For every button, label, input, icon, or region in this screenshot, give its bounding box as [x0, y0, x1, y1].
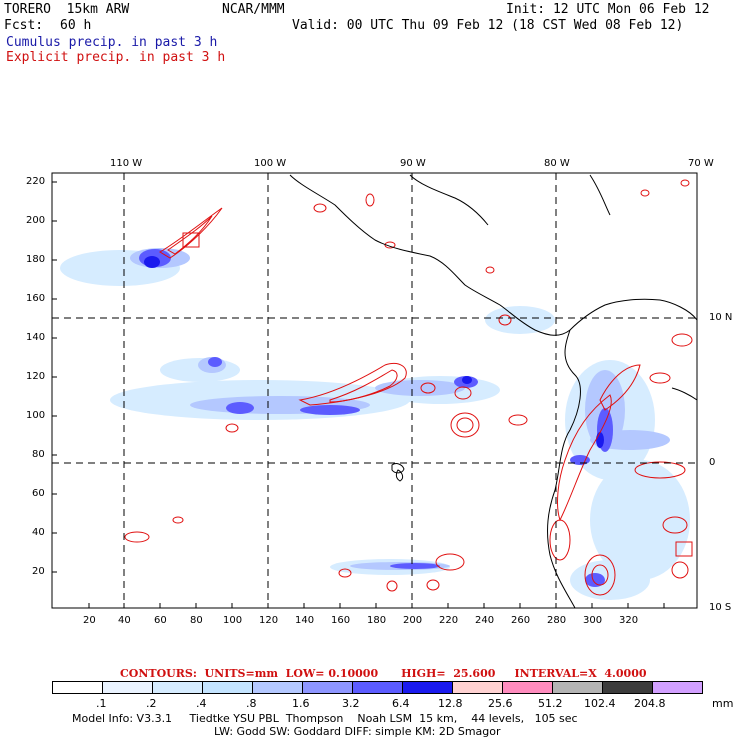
colorbar-swatch [602, 681, 653, 694]
lat-label: 10 S [709, 602, 732, 613]
colorbar-swatch [452, 681, 503, 694]
y-tick-label: 180 [26, 254, 46, 265]
precip-field [52, 173, 697, 608]
colorbar-swatch [252, 681, 303, 694]
colorbar-label: 12.8 [438, 697, 463, 710]
y-tick-label: 200 [26, 215, 46, 226]
y-tick-label: 160 [26, 293, 46, 304]
x-tick-label: 140 [295, 615, 315, 626]
colorbar-label: 25.6 [488, 697, 513, 710]
colorbar-swatch [152, 681, 203, 694]
x-tick-label: 80 [190, 615, 203, 626]
y-tick-label: 220 [26, 176, 46, 187]
explicit-precip-contours [124, 179, 693, 596]
colorbar-label: 1.6 [292, 697, 310, 710]
colorbar-label: .4 [196, 697, 207, 710]
colorbar-swatch [652, 681, 703, 694]
lon-label: 100 W [254, 158, 287, 169]
colorbar-label: 204.8 [634, 697, 666, 710]
intense-precip-areas [144, 256, 604, 448]
colorbar-swatch [302, 681, 353, 694]
y-tick-label: 60 [32, 488, 45, 499]
model-title: TORERO 15km ARW [4, 2, 130, 17]
colorbar-label: 102.4 [584, 697, 616, 710]
y-tick-label: 40 [32, 527, 45, 538]
y-tick-label: 140 [26, 332, 46, 343]
colorbar-label: 3.2 [342, 697, 360, 710]
lon-label: 70 W [688, 158, 714, 169]
colorbar-label: .2 [146, 697, 157, 710]
colorbar-label: 51.2 [538, 697, 563, 710]
valid-time: Valid: 00 UTC Thu 09 Feb 12 (18 CST Wed … [292, 18, 684, 33]
colorbar-swatch [202, 681, 253, 694]
model-info-line1: Model Info: V3.3.1 Tiedtke YSU PBL Thomp… [72, 712, 578, 725]
colorbar-swatch [102, 681, 153, 694]
colorbar-swatch [402, 681, 453, 694]
tick-marks [52, 181, 665, 608]
contours-info: CONTOURS: UNITS=mm LOW= 0.10000 HIGH= 25… [120, 667, 647, 680]
lon-label: 80 W [544, 158, 570, 169]
model-info-line2: LW: Godd SW: Goddard DIFF: simple KM: 2D… [214, 725, 501, 738]
x-tick-label: 260 [511, 615, 531, 626]
org-label: NCAR/MMM [222, 2, 285, 17]
x-tick-label: 200 [403, 615, 423, 626]
explicit-precip-label: Explicit precip. in past 3 h [6, 50, 226, 65]
colorbar-unit: mm [712, 697, 734, 710]
colorbar-swatch [552, 681, 603, 694]
y-tick-label: 20 [32, 566, 45, 577]
colorbar-swatch [52, 681, 103, 694]
y-tick-label: 100 [26, 410, 46, 421]
x-tick-label: 20 [83, 615, 96, 626]
forecast-hours: 60 h [60, 18, 92, 33]
map-frame [51, 172, 698, 609]
colorbar-label: .8 [246, 697, 257, 710]
x-tick-label: 160 [331, 615, 351, 626]
colorbar-swatch [502, 681, 553, 694]
x-tick-label: 100 [223, 615, 243, 626]
lat-label: 0 [709, 457, 716, 468]
lon-label: 110 W [110, 158, 143, 169]
graticule [52, 173, 697, 608]
coastlines [289, 174, 697, 608]
x-tick-label: 300 [583, 615, 603, 626]
x-tick-label: 320 [619, 615, 639, 626]
x-tick-label: 180 [367, 615, 387, 626]
cumulus-precip-label: Cumulus precip. in past 3 h [6, 35, 218, 50]
lon-label: 90 W [400, 158, 426, 169]
y-tick-label: 120 [26, 371, 46, 382]
forecast-label: Fcst: [4, 18, 44, 33]
lat-label: 10 N [709, 312, 733, 323]
x-tick-label: 40 [118, 615, 131, 626]
colorbar-label: 6.4 [392, 697, 410, 710]
x-tick-label: 220 [439, 615, 459, 626]
x-tick-label: 280 [547, 615, 567, 626]
x-tick-label: 240 [475, 615, 495, 626]
y-tick-label: 80 [32, 449, 45, 460]
colorbar-swatch [352, 681, 403, 694]
init-time: Init: 12 UTC Mon 06 Feb 12 [506, 2, 710, 17]
x-tick-label: 60 [154, 615, 167, 626]
colorbar-label: .1 [96, 697, 107, 710]
x-tick-label: 120 [259, 615, 279, 626]
